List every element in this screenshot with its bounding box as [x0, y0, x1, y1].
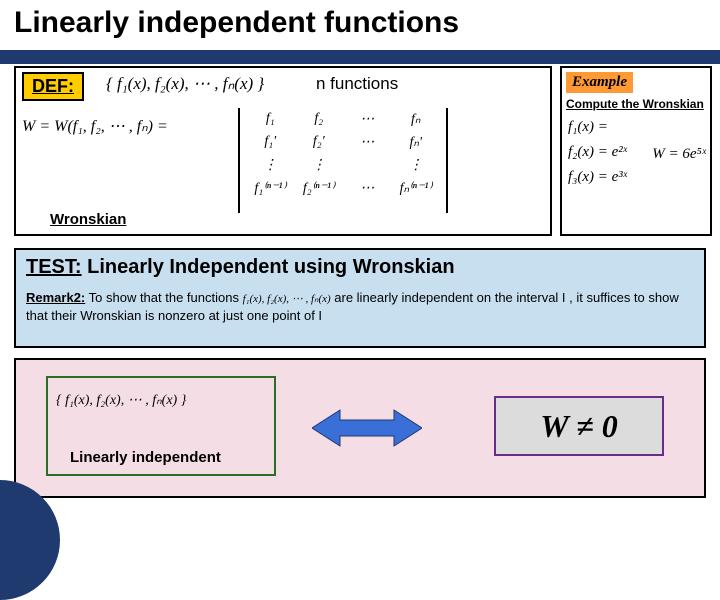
- def-label: DEF:: [22, 72, 84, 101]
- example-box: Example Compute the Wronskian f₁(x) = f₂…: [560, 66, 712, 236]
- compute-text: Compute the Wronskian: [566, 97, 706, 111]
- linearly-independent-box: { f₁(x), f₂(x), ⋯ , fₙ(x) } Linearly ind…: [46, 376, 276, 476]
- test-box: TEST: Linearly Independent using Wronski…: [14, 248, 706, 348]
- m-cell: f₁': [246, 134, 295, 151]
- decorative-corner-circle: [0, 480, 60, 600]
- test-title: Linearly Independent using Wronskian: [82, 256, 455, 278]
- bottom-box: { f₁(x), f₂(x), ⋯ , fₙ(x) } Linearly ind…: [14, 358, 706, 498]
- m-cell: ⋮: [295, 157, 344, 174]
- wronskian-label: Wronskian: [50, 211, 126, 228]
- remark-funcs: f₁(x), f₂(x), ⋯ , fₙ(x): [243, 293, 331, 305]
- remark-text1: To show that the functions: [85, 290, 242, 305]
- result-formula: W ≠ 0: [540, 408, 617, 445]
- example-result: W = 6e⁵ˣ: [652, 146, 706, 163]
- m-cell: ⋮: [392, 157, 441, 174]
- slide-title: Linearly independent functions: [14, 6, 467, 46]
- example-f3: f₃(x) = e³ˣ: [568, 169, 706, 186]
- m-cell: fₙ⁽ⁿ⁻¹⁾: [392, 180, 441, 197]
- li-function-set: { f₁(x), f₂(x), ⋯ , fₙ(x) }: [56, 392, 186, 409]
- decorative-top-bar: [0, 50, 720, 64]
- remark-label: Remark2:: [26, 290, 85, 305]
- m-cell: f₁: [246, 111, 295, 128]
- m-cell: f₂: [295, 111, 344, 128]
- m-cell: f₁⁽ⁿ⁻¹⁾: [246, 180, 295, 197]
- m-cell: fₙ: [392, 111, 441, 128]
- m-cell: [343, 157, 392, 174]
- wronskian-matrix: f₁ f₂ ⋯ fₙ f₁' f₂' ⋯ fₙ' ⋮ ⋮ ⋮ f₁⁽ⁿ⁻¹⁾ f…: [238, 108, 448, 213]
- m-cell: ⋯: [343, 134, 392, 151]
- double-arrow-icon: [312, 406, 422, 450]
- example-f1: f₁(x) =: [568, 119, 706, 136]
- remark-row: Remark2: To show that the functions f₁(x…: [26, 289, 694, 326]
- m-cell: f₂⁽ⁿ⁻¹⁾: [295, 180, 344, 197]
- m-cell: ⋮: [246, 157, 295, 174]
- li-label: Linearly independent: [70, 449, 221, 466]
- definition-box: DEF: { f₁(x), f₂(x), ⋯ , fₙ(x) } n funct…: [14, 66, 552, 236]
- n-functions-text: n functions: [316, 74, 398, 94]
- def-function-set: { f₁(x), f₂(x), ⋯ , fₙ(x) }: [106, 74, 264, 94]
- m-cell: f₂': [295, 134, 344, 151]
- m-cell: ⋯: [343, 180, 392, 197]
- m-cell: ⋯: [343, 111, 392, 128]
- test-label: TEST:: [26, 256, 82, 278]
- example-badge: Example: [566, 72, 633, 93]
- wronskian-formula: W = W(f₁, f₂, ⋯ , fₙ) =: [22, 116, 168, 136]
- result-box: W ≠ 0: [494, 396, 664, 456]
- m-cell: fₙ': [392, 134, 441, 151]
